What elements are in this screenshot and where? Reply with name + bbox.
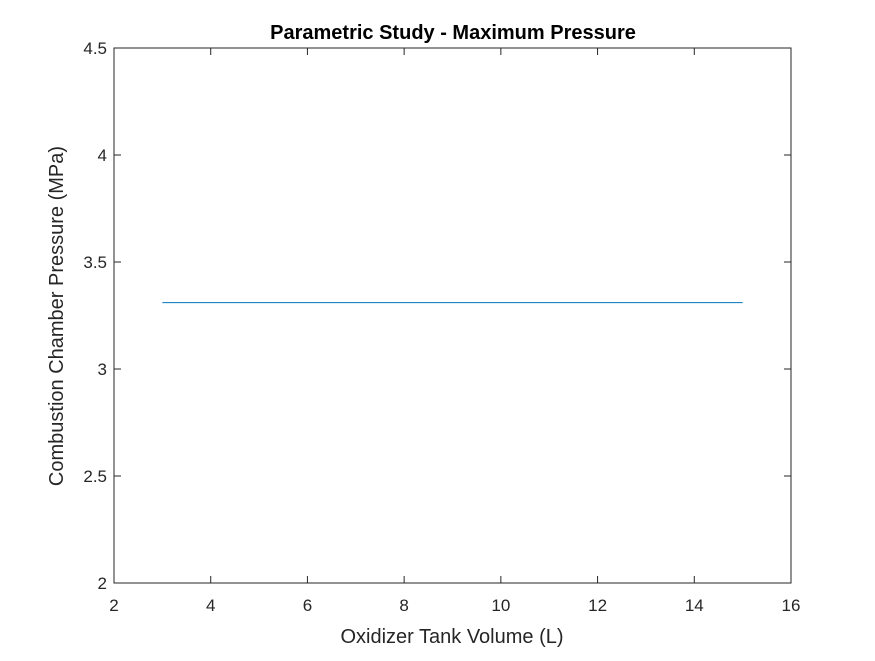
x-tick-label: 16: [782, 596, 801, 615]
y-tick-label: 4.5: [83, 39, 107, 58]
y-tick-label: 2.5: [83, 467, 107, 486]
axes-box: [113, 47, 792, 584]
x-tick-label: 10: [491, 596, 510, 615]
x-tick-label: 4: [206, 596, 215, 615]
x-tick-label: 8: [399, 596, 408, 615]
plot-area: [113, 47, 792, 584]
y-tick-label: 3: [98, 360, 107, 379]
y-axis: 2 2.5 3 3.5 4 4.5: [83, 39, 791, 593]
y-tick-label: 3.5: [83, 253, 107, 272]
x-axis: 2 4 6 8 10 12 14 16: [109, 48, 800, 615]
chart-title: Parametric Study - Maximum Pressure: [270, 22, 636, 44]
x-tick-label: 12: [588, 596, 607, 615]
x-tick-label: 14: [685, 596, 704, 615]
x-axis-label: Oxidizer Tank Volume (L): [340, 626, 563, 648]
y-tick-label: 2: [98, 574, 107, 593]
y-axis-label: Combustion Chamber Pressure (MPa): [46, 146, 68, 486]
x-tick-label: 6: [303, 596, 312, 615]
y-tick-label: 4: [98, 146, 107, 165]
x-tick-label: 2: [109, 596, 118, 615]
